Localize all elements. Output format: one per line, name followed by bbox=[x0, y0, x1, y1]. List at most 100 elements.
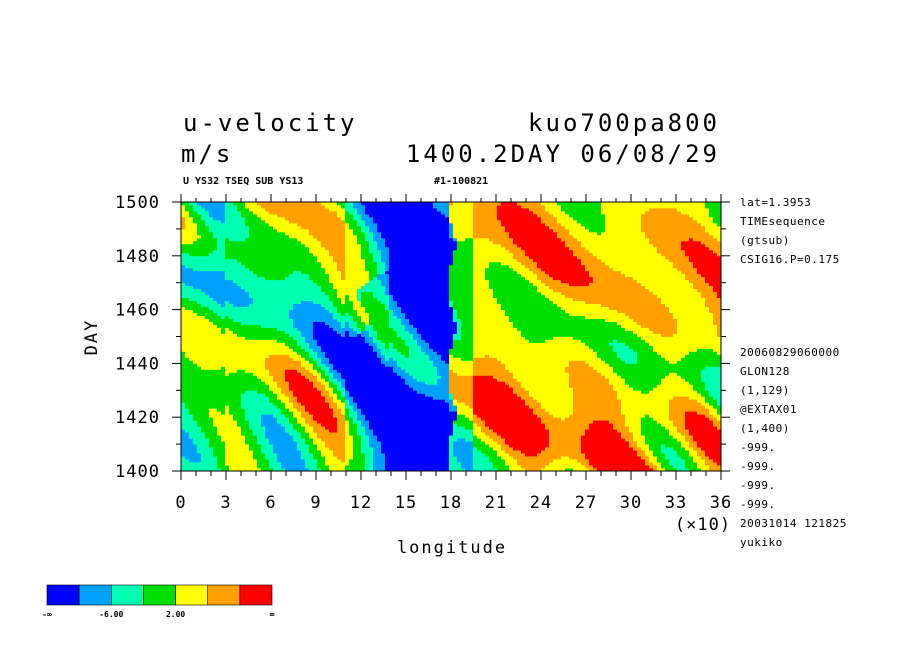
heatmap-cell bbox=[341, 432, 346, 436]
heatmap-cell bbox=[277, 372, 282, 376]
heatmap-cell bbox=[181, 468, 186, 472]
heatmap-cell bbox=[253, 360, 258, 364]
heatmap-cell bbox=[529, 453, 534, 457]
heatmap-cell bbox=[225, 435, 230, 439]
heatmap-cell bbox=[289, 447, 294, 451]
heatmap-cell bbox=[717, 378, 722, 382]
heatmap-cell bbox=[709, 381, 714, 385]
heatmap-cell bbox=[533, 453, 538, 457]
heatmap-cell bbox=[609, 426, 614, 430]
heatmap-cell bbox=[673, 465, 678, 469]
heatmap-cell bbox=[617, 360, 622, 364]
heatmap-cell bbox=[537, 462, 542, 466]
heatmap-cell bbox=[357, 366, 362, 370]
heatmap-cell bbox=[553, 444, 558, 448]
heatmap-cell bbox=[381, 462, 386, 466]
heatmap-cell bbox=[605, 447, 610, 451]
heatmap-cell bbox=[525, 450, 530, 454]
heatmap-cell bbox=[313, 444, 318, 448]
heatmap-cell bbox=[289, 435, 294, 439]
heatmap-cell bbox=[621, 420, 626, 424]
heatmap-cell bbox=[641, 369, 646, 373]
heatmap-cell bbox=[245, 429, 250, 433]
heatmap-cell bbox=[593, 366, 598, 370]
heatmap-cell bbox=[489, 384, 494, 388]
heatmap-cell bbox=[341, 444, 346, 448]
heatmap-cell bbox=[305, 441, 310, 445]
heatmap-cell bbox=[181, 372, 186, 376]
heatmap-cell bbox=[653, 462, 658, 466]
heatmap-cell bbox=[693, 465, 698, 469]
heatmap-cell bbox=[529, 432, 534, 436]
heatmap-cell bbox=[421, 360, 426, 364]
heatmap-cell bbox=[665, 405, 670, 409]
heatmap-cell bbox=[669, 363, 674, 367]
heatmap-cell bbox=[345, 384, 350, 388]
heatmap-cell bbox=[237, 411, 242, 415]
heatmap-cell bbox=[649, 369, 654, 373]
heatmap-cell bbox=[393, 384, 398, 388]
heatmap-cell bbox=[489, 408, 494, 412]
heatmap-cell bbox=[281, 387, 286, 391]
heatmap-cell bbox=[357, 453, 362, 457]
heatmap-cell bbox=[689, 414, 694, 418]
heatmap-cell bbox=[325, 420, 330, 424]
heatmap-cell bbox=[545, 360, 550, 364]
heatmap-cell bbox=[429, 414, 434, 418]
heatmap-cell bbox=[257, 360, 262, 364]
heatmap-cell bbox=[569, 405, 574, 409]
heatmap-cell bbox=[237, 375, 242, 379]
heatmap-cell bbox=[329, 429, 334, 433]
heatmap-cell bbox=[481, 456, 486, 460]
heatmap-cell bbox=[445, 393, 450, 397]
heatmap-cell bbox=[685, 420, 690, 424]
heatmap-cell bbox=[269, 462, 274, 466]
heatmap-cell bbox=[605, 402, 610, 406]
heatmap-cell bbox=[317, 381, 322, 385]
heatmap-cell bbox=[309, 369, 314, 373]
heatmap-cell bbox=[461, 360, 466, 364]
heatmap-cell bbox=[361, 441, 366, 445]
heatmap-cell bbox=[485, 417, 490, 421]
heatmap-cell bbox=[709, 366, 714, 370]
heatmap-cell bbox=[469, 444, 474, 448]
heatmap-cell bbox=[233, 456, 238, 460]
heatmap-cell bbox=[513, 381, 518, 385]
heatmap-cell bbox=[537, 435, 542, 439]
heatmap-cell bbox=[545, 423, 550, 427]
heatmap-cell bbox=[437, 450, 442, 454]
heatmap-cell bbox=[545, 363, 550, 367]
heatmap-cell bbox=[673, 453, 678, 457]
heatmap-cell bbox=[265, 366, 270, 370]
heatmap-cell bbox=[425, 417, 430, 421]
heatmap-cell bbox=[593, 396, 598, 400]
heatmap-cell bbox=[689, 369, 694, 373]
heatmap-cell bbox=[389, 468, 394, 472]
heatmap-cell bbox=[325, 384, 330, 388]
heatmap-cell bbox=[709, 453, 714, 457]
heatmap-cell bbox=[573, 369, 578, 373]
heatmap-cell bbox=[589, 369, 594, 373]
heatmap-cell bbox=[573, 423, 578, 427]
heatmap-cell bbox=[289, 450, 294, 454]
heatmap-cell bbox=[261, 459, 266, 463]
heatmap-cell bbox=[581, 396, 586, 400]
heatmap-cell bbox=[449, 393, 454, 397]
heatmap-cell bbox=[461, 372, 466, 376]
heatmap-cell bbox=[505, 384, 510, 388]
heatmap-cell bbox=[245, 465, 250, 469]
heatmap-cell bbox=[197, 375, 202, 379]
heatmap-cell bbox=[217, 450, 222, 454]
heatmap-cell bbox=[661, 387, 666, 391]
heatmap-cell bbox=[697, 459, 702, 463]
heatmap-cell bbox=[229, 447, 234, 451]
heatmap-cell bbox=[321, 381, 326, 385]
heatmap-cell bbox=[205, 375, 210, 379]
heatmap-cell bbox=[433, 408, 438, 412]
heatmap-cell bbox=[221, 417, 226, 421]
heatmap-cell bbox=[377, 426, 382, 430]
heatmap-cell bbox=[225, 360, 230, 364]
heatmap-cell bbox=[373, 465, 378, 469]
heatmap-cell bbox=[529, 450, 534, 454]
heatmap-cell bbox=[705, 429, 710, 433]
